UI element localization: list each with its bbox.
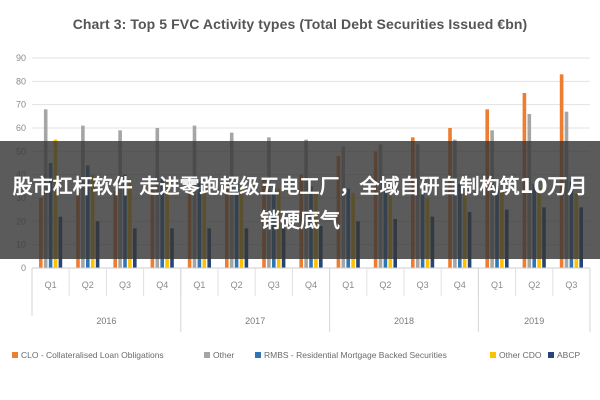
y-tick-label: 80 (16, 76, 26, 86)
legend-label: RMBS - Residential Mortgage Backed Secur… (264, 350, 447, 360)
x-tick-label: Q3 (119, 280, 131, 290)
x-tick-label: Q2 (379, 280, 391, 290)
y-tick-label: 60 (16, 123, 26, 133)
chart-title: Chart 3: Top 5 FVC Activity types (Total… (72, 16, 528, 32)
x-tick-label: Q1 (491, 280, 503, 290)
legend-label: Other CDO (499, 350, 542, 360)
legend-label: CLO - Collateralised Loan Obligations (21, 350, 164, 360)
x-tick-label: Q3 (268, 280, 280, 290)
legend-label: ABCP (557, 350, 580, 360)
legend-swatch (490, 352, 496, 358)
legend-swatch (204, 352, 210, 358)
headline-overlay-banner[interactable]: 股市杠杆软件 走进零跑超级五电工厂，全域自研自制构筑10万月销硬底气 (0, 141, 600, 259)
x-tick-label: Q4 (305, 280, 317, 290)
year-group-label: 2016 (96, 316, 116, 326)
legend: CLO - Collateralised Loan Obligations Oth… (12, 350, 580, 360)
x-tick-label: Q1 (193, 280, 205, 290)
x-tick-label: Q2 (231, 280, 243, 290)
y-tick-label: 70 (16, 100, 26, 110)
x-tick-label: Q4 (156, 280, 168, 290)
legend-swatch (12, 352, 18, 358)
headline-overlay-text[interactable]: 股市杠杆软件 走进零跑超级五电工厂，全域自研自制构筑10万月销硬底气 (12, 174, 588, 232)
x-tick-label: Q4 (454, 280, 466, 290)
x-tick-label: Q1 (45, 280, 57, 290)
year-group-label: 2019 (524, 316, 544, 326)
legend-label: Other (213, 350, 234, 360)
legend-swatch (548, 352, 554, 358)
legend-swatch (255, 352, 261, 358)
x-axis: Q1 Q2 Q3 Q4 Q1 Q2 Q3 Q4 Q1 Q2 Q3 Q4 Q1 Q2 Q3 2016 2017 20… (31, 267, 591, 332)
x-tick-label: Q3 (417, 280, 429, 290)
y-tick-label: 0 (21, 263, 26, 273)
x-tick-label: Q1 (342, 280, 354, 290)
x-tick-label: Q2 (528, 280, 540, 290)
x-tick-label: Q3 (565, 280, 577, 290)
year-group-label: 2018 (394, 316, 414, 326)
x-tick-label: Q2 (82, 280, 94, 290)
year-group-label: 2017 (245, 316, 265, 326)
y-tick-label: 90 (16, 53, 26, 63)
